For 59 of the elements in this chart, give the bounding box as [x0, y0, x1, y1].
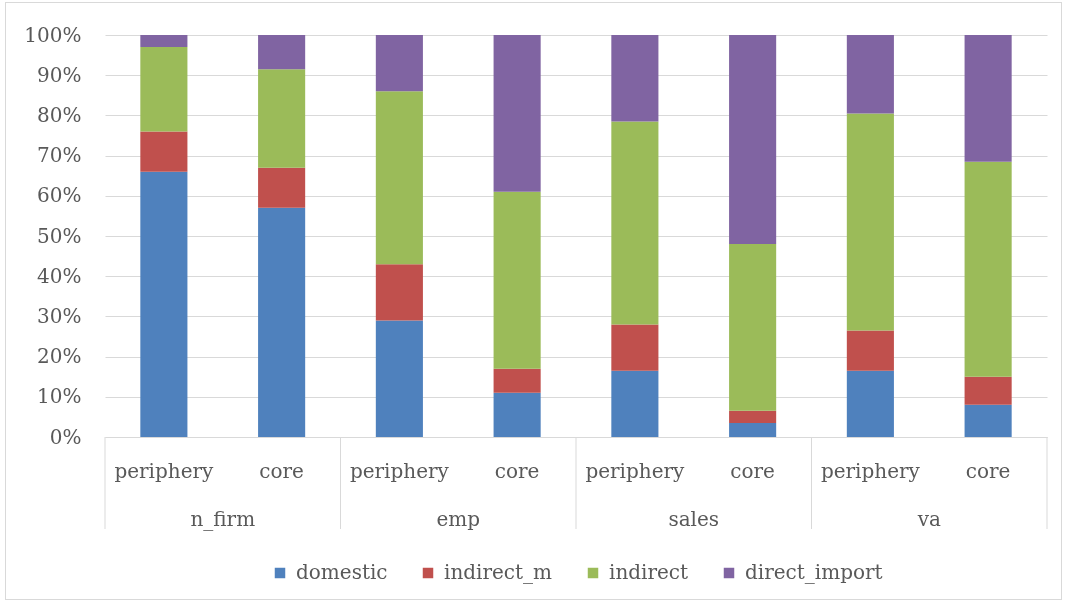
- text: emp: [436, 507, 481, 531]
- text: va: [916, 507, 941, 531]
- legend-label: indirect_m: [444, 560, 553, 584]
- y-tick-label: 0%: [49, 424, 82, 449]
- y-tick-label: 70%: [37, 143, 82, 168]
- y-tick-label: 80%: [37, 102, 82, 127]
- bar: [375, 91, 423, 265]
- bar: [846, 35, 894, 114]
- bar: [258, 207, 306, 437]
- bar: [846, 330, 894, 371]
- bar: [375, 35, 423, 92]
- x-tick-label: periphery: [585, 458, 686, 483]
- x-tick-label: periphery: [820, 458, 921, 483]
- bar: [375, 264, 423, 321]
- bar: [964, 404, 1012, 437]
- x-tick-label: periphery: [349, 458, 450, 483]
- bar: [375, 320, 423, 437]
- bar: [611, 324, 659, 371]
- y-tick-label: 90%: [37, 62, 82, 87]
- y-tick-label: 50%: [37, 223, 82, 248]
- bar: [611, 35, 659, 122]
- text: sales: [668, 507, 720, 531]
- bar: [729, 410, 777, 423]
- legend-label: indirect: [609, 560, 689, 584]
- bar: [258, 167, 306, 208]
- x-tick-label: core: [494, 458, 540, 483]
- y-tick-label: 40%: [37, 263, 82, 288]
- x-tick-label: core: [259, 458, 304, 483]
- bar: [611, 370, 659, 437]
- bar: [493, 191, 541, 369]
- bar: [964, 161, 1012, 377]
- y-tick-label: 60%: [37, 183, 82, 208]
- text: n_firm: [190, 507, 256, 531]
- bar: [964, 376, 1012, 405]
- bar: [140, 47, 188, 132]
- bar: [729, 244, 777, 411]
- y-tick-label: 30%: [37, 303, 82, 328]
- bar: [140, 35, 188, 48]
- y-tick-label: 20%: [37, 344, 82, 369]
- legend-label: direct_import: [745, 560, 883, 584]
- y-tick-label: 100%: [24, 22, 82, 47]
- x-tick-label: periphery: [114, 458, 215, 483]
- bar: [729, 35, 777, 245]
- bar: [964, 35, 1012, 162]
- bar: [258, 69, 306, 168]
- legend-label: domestic: [296, 560, 388, 584]
- bar: [846, 113, 894, 331]
- bar: [729, 422, 777, 437]
- bar: [493, 392, 541, 437]
- x-tick-label: core: [965, 458, 1011, 483]
- bar: [493, 368, 541, 393]
- bar: [140, 171, 188, 437]
- bar: [846, 370, 894, 437]
- bar: [493, 35, 541, 192]
- y-tick-label: 10%: [37, 384, 82, 409]
- bar: [611, 121, 659, 325]
- bar: [258, 35, 306, 70]
- bar: [140, 131, 188, 172]
- x-tick-label: core: [730, 458, 775, 483]
